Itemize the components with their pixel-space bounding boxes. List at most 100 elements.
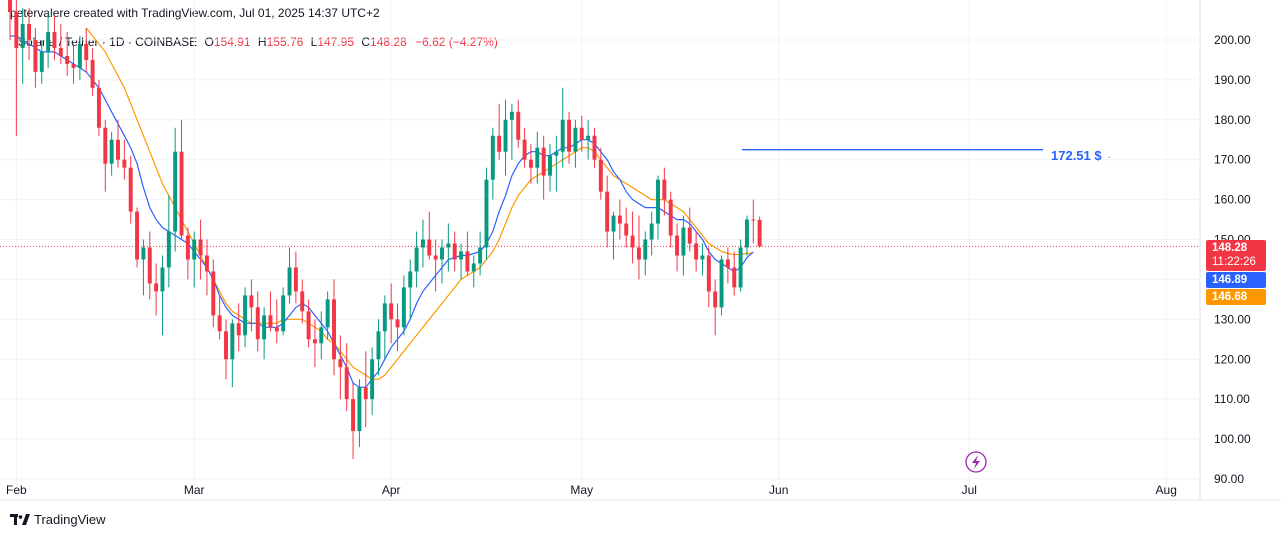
candle-down bbox=[96, 79, 101, 136]
candle-body bbox=[465, 251, 470, 272]
candle-up bbox=[478, 231, 483, 276]
candle-body bbox=[401, 287, 406, 328]
candle-down bbox=[351, 383, 356, 460]
candle-down bbox=[306, 299, 311, 348]
candle-down bbox=[224, 319, 228, 380]
time-tick-label: Feb bbox=[6, 483, 27, 497]
candle-up bbox=[420, 219, 425, 268]
candle-down bbox=[268, 291, 273, 332]
candle-body bbox=[122, 159, 127, 168]
candle-body bbox=[370, 359, 375, 400]
price-tick-label: 100.00 bbox=[1214, 432, 1251, 446]
candle-down bbox=[363, 351, 368, 428]
candle-body bbox=[14, 12, 19, 48]
price-tick-label: 190.00 bbox=[1214, 73, 1251, 87]
horizontal-line-label[interactable]: 172.51 $ · bbox=[1051, 148, 1111, 163]
candle-up bbox=[39, 39, 44, 84]
candle-up bbox=[370, 347, 375, 416]
candle-up bbox=[287, 247, 292, 304]
candle-body bbox=[338, 359, 343, 368]
candle-body bbox=[166, 231, 171, 268]
time-tick-label: Aug bbox=[1156, 483, 1177, 497]
candle-up bbox=[611, 211, 616, 260]
candle-up bbox=[262, 307, 267, 360]
candle-body bbox=[135, 211, 140, 260]
candle-down bbox=[135, 207, 140, 268]
symbol-name[interactable]: Solana / Tether · 1D · COINBASE bbox=[18, 35, 198, 49]
time-tick-label: Jun bbox=[769, 483, 788, 497]
candle-down bbox=[630, 211, 635, 264]
candle-down bbox=[541, 135, 546, 200]
time-tick-label: Apr bbox=[382, 483, 401, 497]
candle-up bbox=[376, 319, 381, 376]
candle-body bbox=[459, 251, 464, 260]
price-tick-label: 160.00 bbox=[1214, 193, 1251, 207]
candle-down bbox=[103, 119, 108, 192]
candle-up bbox=[173, 127, 178, 252]
candle-up bbox=[656, 175, 660, 240]
candle-down bbox=[300, 279, 305, 324]
candle-up bbox=[554, 135, 559, 192]
candle-body bbox=[160, 267, 165, 292]
candle-body bbox=[8, 0, 12, 13]
candle-body bbox=[20, 23, 25, 48]
candle-up bbox=[649, 211, 654, 256]
candle-body bbox=[700, 255, 705, 260]
candle-up bbox=[744, 215, 749, 256]
candle-up bbox=[471, 255, 476, 288]
candle-body bbox=[268, 315, 273, 328]
candle-up bbox=[440, 239, 444, 284]
candle-body bbox=[497, 135, 502, 152]
candle-up bbox=[509, 103, 514, 160]
candle-body bbox=[617, 215, 622, 224]
tradingview-logo-icon bbox=[10, 513, 30, 525]
candle-up bbox=[160, 255, 165, 336]
candle-down bbox=[154, 263, 159, 316]
candle-body bbox=[376, 331, 381, 360]
candle-down bbox=[687, 207, 692, 252]
candle-up bbox=[401, 275, 406, 336]
candle-down bbox=[675, 223, 680, 272]
candle-body bbox=[598, 159, 603, 192]
candle-down bbox=[293, 251, 298, 304]
candle-up bbox=[20, 8, 25, 84]
ma-slow-badge: 146.68 bbox=[1206, 289, 1266, 305]
candle-body bbox=[554, 151, 559, 156]
candle-down bbox=[332, 279, 336, 376]
candle-body bbox=[420, 239, 425, 248]
candle-body bbox=[33, 39, 38, 72]
candle-body bbox=[39, 51, 44, 72]
candle-down bbox=[198, 219, 203, 280]
candle-body bbox=[586, 135, 591, 140]
candle-body bbox=[204, 255, 209, 272]
candle-down bbox=[668, 191, 673, 248]
candle-up bbox=[681, 215, 686, 276]
candle-up bbox=[382, 295, 387, 360]
candle-body bbox=[560, 119, 565, 152]
candle-body bbox=[96, 87, 101, 128]
candle-body bbox=[255, 307, 260, 340]
candle-down bbox=[433, 239, 438, 292]
candle-body bbox=[52, 31, 57, 48]
candles bbox=[8, 0, 762, 460]
ma-fast-path bbox=[10, 35, 754, 388]
candle-body bbox=[522, 139, 527, 160]
candle-down bbox=[71, 43, 76, 84]
candle-body bbox=[414, 247, 419, 272]
candle-down bbox=[427, 211, 432, 260]
candle-body bbox=[567, 119, 572, 152]
candle-up bbox=[230, 319, 235, 388]
change-value: −6.62 (−4.27%) bbox=[415, 35, 498, 49]
candle-body bbox=[636, 247, 641, 260]
candle-down bbox=[255, 291, 260, 352]
candle-body bbox=[382, 303, 387, 332]
candle-down bbox=[713, 279, 718, 336]
candle-body bbox=[433, 255, 438, 260]
candle-down bbox=[395, 303, 400, 352]
candle-up bbox=[586, 119, 591, 160]
footer-brand[interactable]: TradingView bbox=[10, 512, 106, 527]
candle-body bbox=[541, 147, 546, 176]
price-tick-label: 130.00 bbox=[1214, 312, 1251, 326]
lightning-bolt-icon[interactable] bbox=[965, 451, 987, 473]
